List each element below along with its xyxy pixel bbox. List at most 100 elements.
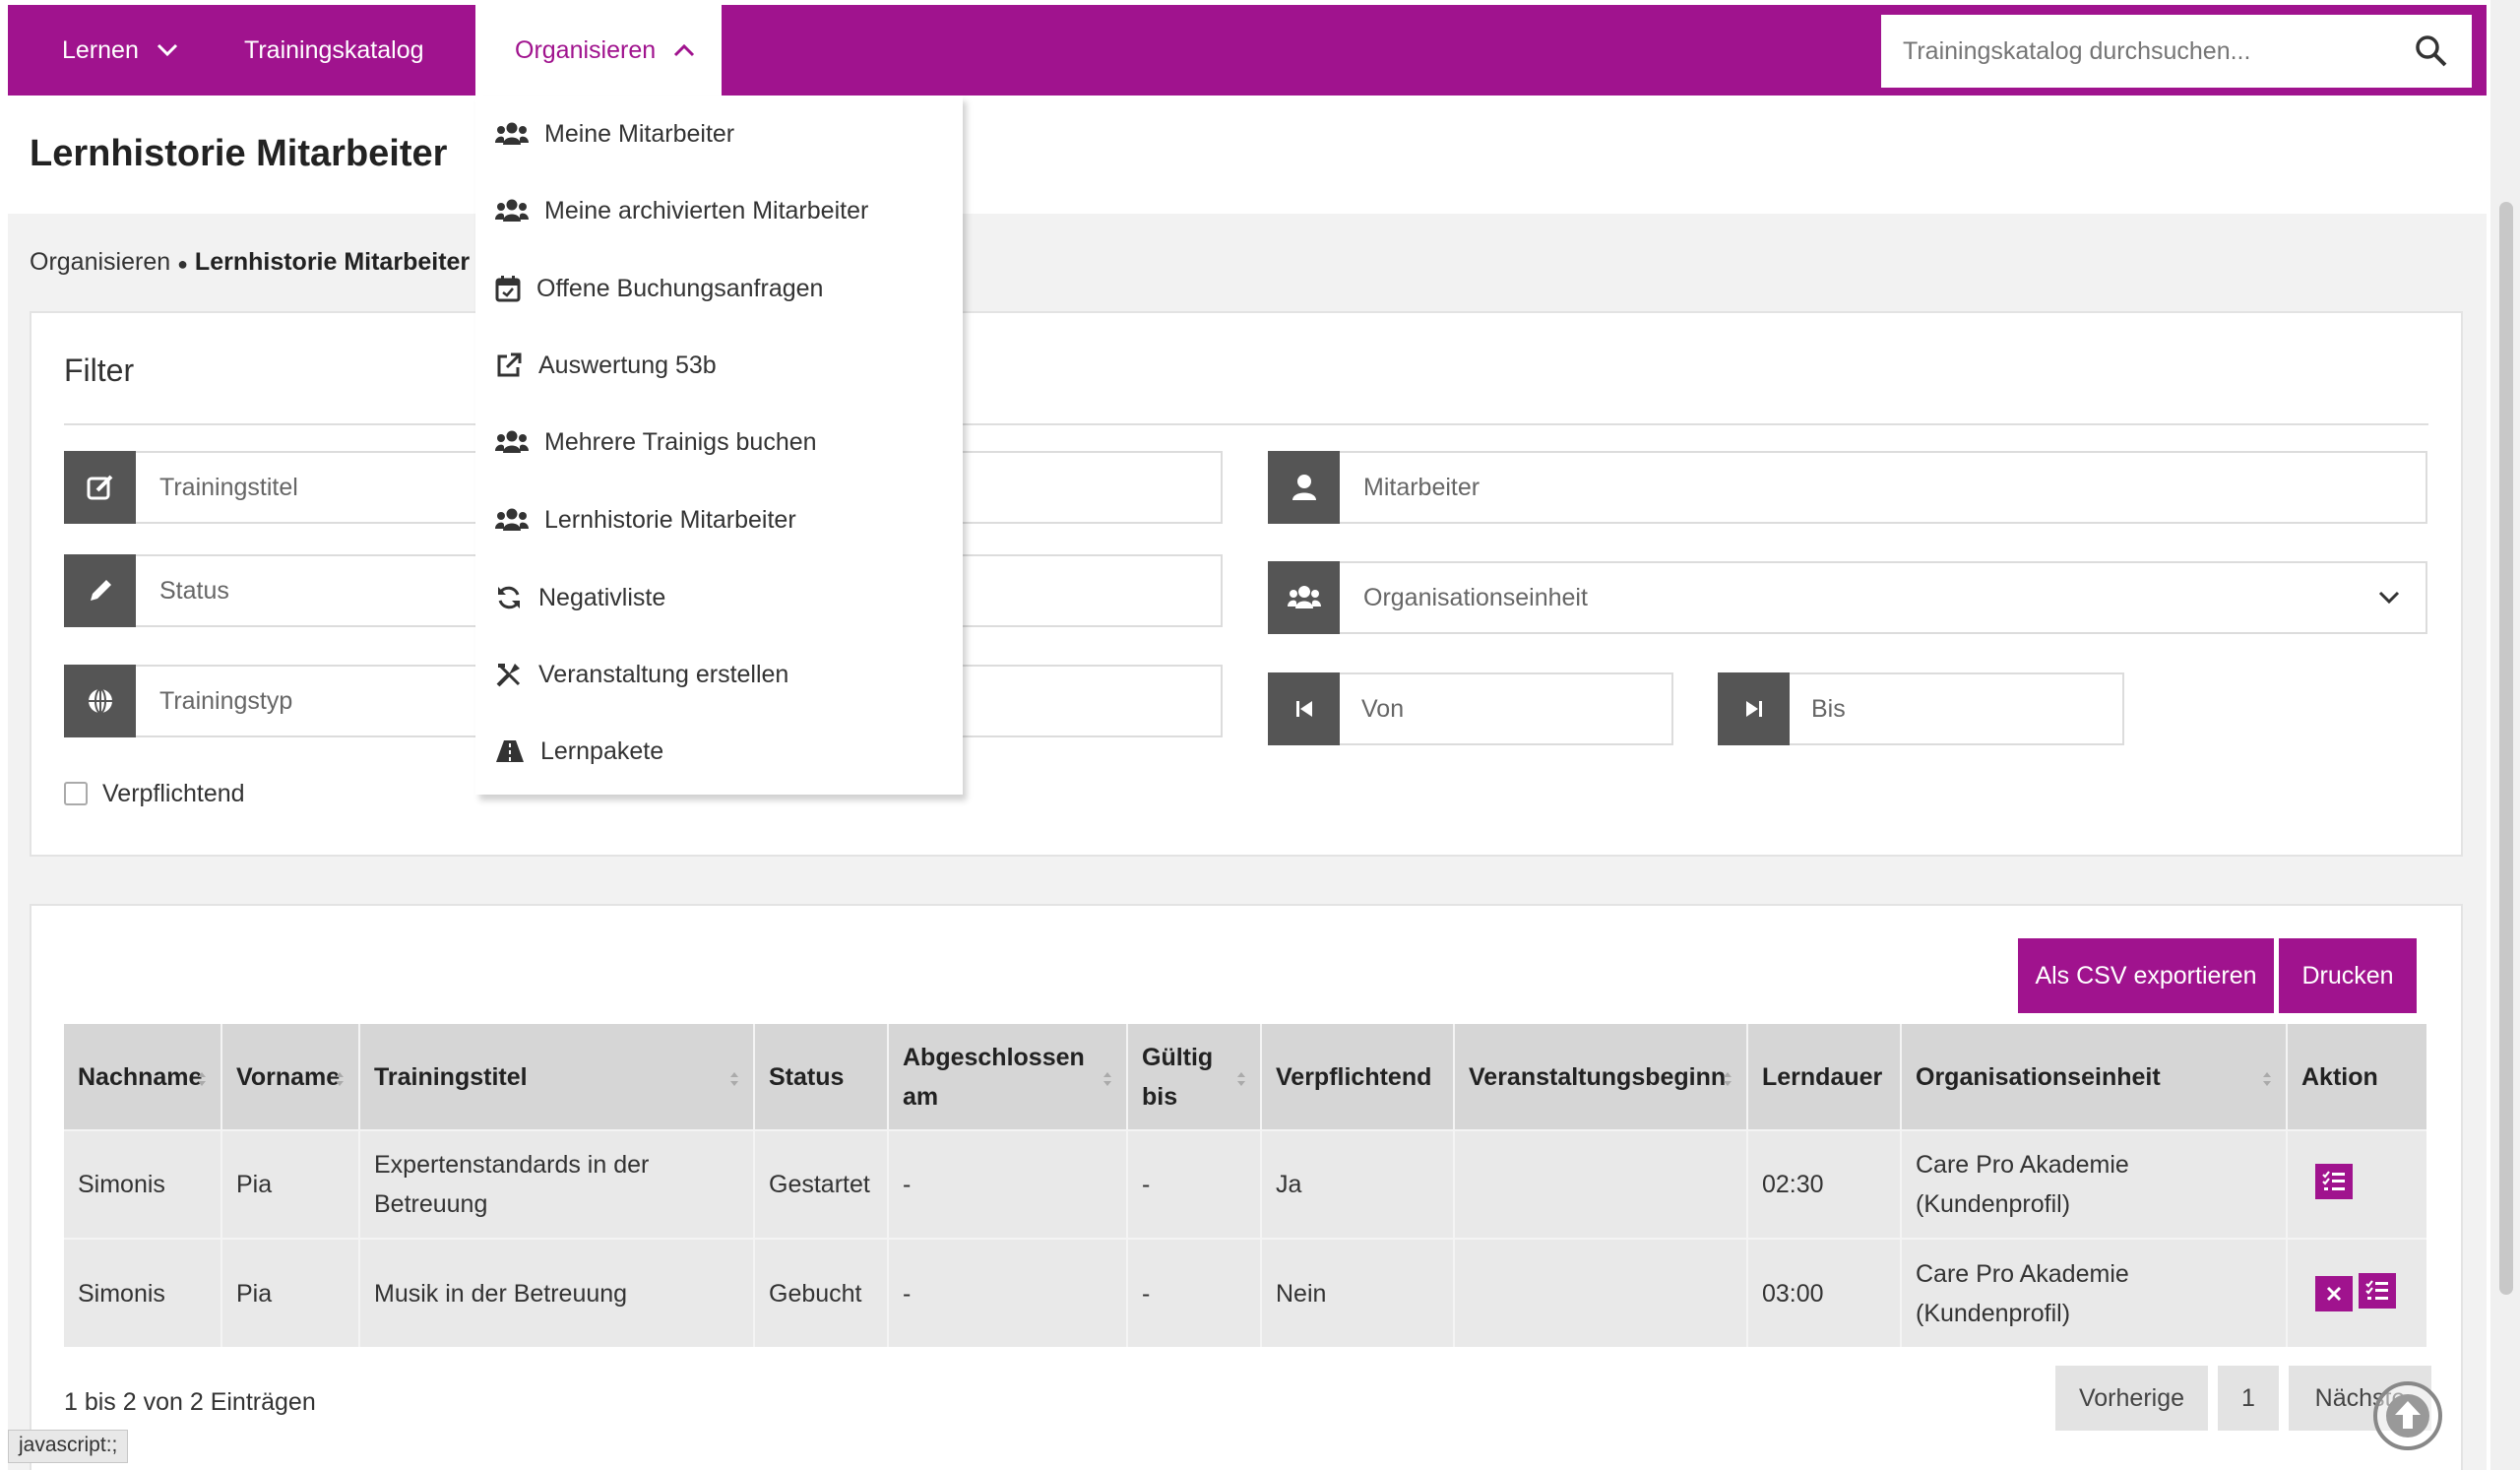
col-trainingstitel-label: Trainingstitel xyxy=(374,1062,528,1091)
cell-trainingstitel: Musik in der Betreuung xyxy=(359,1238,755,1347)
col-vorname[interactable]: Vorname xyxy=(221,1024,360,1130)
globe-icon xyxy=(64,665,136,737)
cancel-booking-button[interactable] xyxy=(2315,1275,2353,1311)
cell-lerndauer: 03:00 xyxy=(1747,1238,1902,1347)
tools-icon xyxy=(496,663,521,687)
list-check-icon xyxy=(2365,1279,2388,1300)
cell-veranstaltungsbeginn xyxy=(1454,1129,1748,1239)
col-nachname-label: Nachname xyxy=(78,1062,203,1091)
col-abgeschlossen-label: Abgeschlossen am xyxy=(903,1043,1085,1111)
cell-organisationseinheit: Care Pro Akademie (Kundenprofil) xyxy=(1901,1129,2288,1239)
cell-verpflichtend: Ja xyxy=(1261,1129,1455,1239)
cell-nachname: Simonis xyxy=(64,1238,222,1347)
col-veranstaltungsbeginn[interactable]: Veranstaltungsbeginn xyxy=(1454,1024,1748,1130)
menu-item-offene-buchungsanfragen[interactable]: Offene Buchungsanfragen xyxy=(495,269,823,308)
col-gueltig-label-1: Gültig xyxy=(1142,1043,1214,1071)
mitarbeiter-filter: Mitarbeiter xyxy=(1268,451,2427,524)
bis-input[interactable]: Bis xyxy=(1790,672,2124,745)
col-organisationseinheit[interactable]: Organisationseinheit xyxy=(1901,1024,2288,1130)
cell-organisationseinheit: Care Pro Akademie (Kundenprofil) xyxy=(1901,1238,2288,1347)
arrow-up-icon xyxy=(2386,1394,2429,1438)
menu-item-label: Mehrere Trainigs buchen xyxy=(544,427,817,456)
nav-trainingskatalog[interactable]: Trainingskatalog xyxy=(244,5,424,96)
calendar-check-icon xyxy=(495,276,521,302)
von-filter: Von xyxy=(1268,672,1673,745)
menu-item-negativliste[interactable]: Negativliste xyxy=(495,578,665,617)
col-status[interactable]: Status xyxy=(754,1024,889,1130)
cell-status: Gestartet xyxy=(754,1129,889,1239)
filter-title: Filter xyxy=(64,352,135,388)
page-scrollbar[interactable] xyxy=(2490,0,2520,1470)
von-input[interactable]: Von xyxy=(1340,672,1673,745)
search-input[interactable] xyxy=(1881,17,2393,86)
step-forward-icon xyxy=(1718,672,1790,745)
search-icon[interactable] xyxy=(2413,32,2450,70)
menu-item-label: Lernhistorie Mitarbeiter xyxy=(544,505,796,534)
users-icon xyxy=(1268,561,1340,634)
menu-item-meine-mitarbeiter[interactable]: Meine Mitarbeiter xyxy=(495,114,734,154)
verpflichtend-checkbox[interactable] xyxy=(64,782,88,805)
cell-trainingstitel-line-1: Expertenstandards in der xyxy=(374,1151,650,1179)
menu-item-archivierte-mitarbeiter[interactable]: Meine archivierten Mitarbeiter xyxy=(495,191,868,230)
sort-icon xyxy=(1103,1072,1111,1086)
nav-lernen[interactable]: Lernen xyxy=(62,5,178,96)
sort-icon xyxy=(730,1072,738,1086)
menu-item-label: Negativliste xyxy=(538,583,666,611)
menu-item-lernhistorie-mitarbeiter[interactable]: Lernhistorie Mitarbeiter xyxy=(495,500,796,540)
pagination-previous[interactable]: Vorherige xyxy=(2055,1366,2208,1431)
chevron-down-icon xyxy=(2378,591,2400,605)
page-header xyxy=(8,96,2487,214)
csv-export-button[interactable]: Als CSV exportieren xyxy=(2018,938,2274,1013)
table-header-row: Nachname Vorname Trainingstitel Status A… xyxy=(64,1024,2426,1130)
cell-trainingstitel-line-2: Betreuung xyxy=(374,1190,488,1218)
menu-item-auswertung-53b[interactable]: Auswertung 53b xyxy=(495,346,717,385)
sort-icon xyxy=(1237,1072,1245,1086)
col-trainingstitel[interactable]: Trainingstitel xyxy=(359,1024,755,1130)
menu-item-veranstaltung-erstellen[interactable]: Veranstaltung erstellen xyxy=(495,655,788,694)
cell-abgeschlossen: - xyxy=(888,1129,1128,1239)
list-check-icon xyxy=(2322,1171,2345,1190)
col-abgeschlossen[interactable]: Abgeschlossen am xyxy=(888,1024,1128,1130)
cell-org-line-1: Care Pro Akademie xyxy=(1916,1259,2129,1288)
col-lerndauer[interactable]: Lerndauer xyxy=(1747,1024,1902,1130)
table-row: Simonis Pia Musik in der Betreuung Gebuc… xyxy=(64,1238,2426,1347)
entries-info: 1 bis 2 von 2 Einträgen xyxy=(64,1388,316,1416)
mitarbeiter-input[interactable]: Mitarbeiter xyxy=(1340,451,2427,524)
details-button[interactable] xyxy=(2315,1164,2353,1199)
nav-organisieren-label: Organisieren xyxy=(515,35,657,64)
col-gueltig-bis[interactable]: Gültig bis xyxy=(1127,1024,1262,1130)
menu-item-label: Offene Buchungsanfragen xyxy=(536,274,824,302)
cell-trainingstitel-line-1: Musik in der Betreuung xyxy=(374,1279,628,1308)
menu-item-mehrere-trainings-buchen[interactable]: Mehrere Trainigs buchen xyxy=(495,422,817,462)
print-button[interactable]: Drucken xyxy=(2279,938,2417,1013)
col-verpflichtend[interactable]: Verpflichtend xyxy=(1261,1024,1455,1130)
sort-icon xyxy=(336,1072,344,1086)
user-icon xyxy=(1268,451,1340,524)
learning-history-table: Nachname Vorname Trainingstitel Status A… xyxy=(64,1024,2426,1347)
menu-item-lernpakete[interactable]: Lernpakete xyxy=(495,732,663,771)
cell-org-line-1: Care Pro Akademie xyxy=(1916,1151,2129,1179)
sort-icon xyxy=(198,1072,206,1086)
users-icon xyxy=(495,430,529,453)
scroll-to-top-button[interactable] xyxy=(2373,1381,2442,1450)
scrollbar-thumb[interactable] xyxy=(2499,202,2513,1295)
nav-organisieren[interactable]: Organisieren xyxy=(475,5,722,96)
cell-vorname: Pia xyxy=(221,1129,360,1239)
cell-veranstaltungsbeginn xyxy=(1454,1238,1748,1347)
col-organisationseinheit-label: Organisationseinheit xyxy=(1916,1062,2161,1091)
col-nachname[interactable]: Nachname xyxy=(64,1024,222,1130)
step-backward-icon xyxy=(1268,672,1340,745)
nav-trainingskatalog-label: Trainingskatalog xyxy=(244,35,424,64)
cell-abgeschlossen: - xyxy=(888,1238,1128,1347)
bis-filter: Bis xyxy=(1718,672,2124,745)
edit-square-icon xyxy=(64,451,136,524)
top-navigation: Lernen Trainingskatalog Organisieren xyxy=(8,5,2487,96)
menu-item-label: Meine Mitarbeiter xyxy=(544,119,735,148)
pagination-page-1[interactable]: 1 xyxy=(2218,1366,2279,1431)
col-lerndauer-label: Lerndauer xyxy=(1762,1062,1883,1091)
organisationseinheit-filter: Organisationseinheit xyxy=(1268,561,2427,634)
details-button[interactable] xyxy=(2359,1272,2396,1309)
breadcrumb-organisieren[interactable]: Organisieren xyxy=(30,248,171,276)
organisationseinheit-select[interactable]: Organisationseinheit xyxy=(1340,561,2427,634)
status-bar-url: javascript:; xyxy=(8,1430,129,1463)
